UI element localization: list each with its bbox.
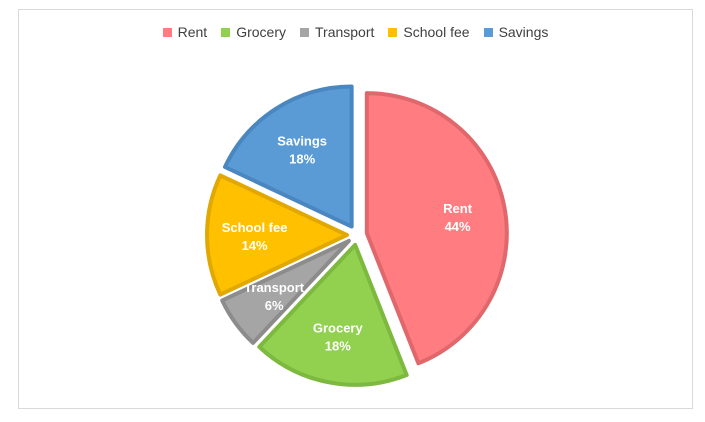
pie-chart: Rent 44% Grocery 18% Transport 6% School fee 14… — [205, 84, 509, 387]
pie-slice-rent — [364, 91, 509, 366]
pie-slice-school-fee — [205, 173, 349, 297]
legend-swatch-grocery — [221, 27, 231, 37]
legend-label-school-fee: School fee — [403, 24, 470, 40]
legend-item-school-fee: School fee — [388, 24, 470, 40]
slice-category-label: School fee — [222, 220, 288, 235]
chart-area: Rent Grocery Transport School fee Savings Re… — [18, 9, 693, 409]
legend-swatch-school-fee — [388, 27, 398, 37]
slice-label-savings: Savings 18% — [277, 134, 327, 167]
pie-slice-grocery — [257, 242, 409, 387]
pie-slice-savings — [222, 84, 354, 229]
legend-item-rent: Rent — [162, 24, 208, 40]
slice-value-label: 18% — [289, 152, 315, 167]
slice-category-label: Grocery — [313, 321, 364, 336]
slice-value-label: 6% — [265, 298, 284, 313]
slice-value-label: 14% — [242, 238, 268, 253]
slice-category-label: Savings — [277, 134, 327, 149]
slice-label-rent: Rent 44% — [443, 201, 473, 234]
slice-label-grocery: Grocery 18% — [313, 321, 364, 354]
slice-label-school-fee: School fee 14% — [222, 220, 288, 253]
legend-item-transport: Transport — [300, 24, 374, 40]
slice-label-transport: Transport 6% — [244, 280, 305, 313]
legend-label-savings: Savings — [498, 24, 549, 40]
legend-label-rent: Rent — [177, 24, 208, 40]
slice-category-label: Rent — [443, 201, 473, 216]
legend-label-grocery: Grocery — [236, 24, 286, 40]
legend-swatch-savings — [483, 27, 493, 37]
legend-item-savings: Savings — [483, 24, 549, 40]
legend-swatch-rent — [162, 27, 172, 37]
legend-item-grocery: Grocery — [221, 24, 286, 40]
legend-label-transport: Transport — [315, 24, 375, 40]
slice-value-label: 18% — [325, 339, 351, 354]
legend: Rent Grocery Transport School fee Savings — [19, 24, 692, 40]
slice-category-label: Transport — [244, 280, 305, 295]
pie-slice-transport — [220, 238, 351, 345]
slice-value-label: 44% — [445, 219, 471, 234]
legend-swatch-transport — [300, 27, 309, 37]
